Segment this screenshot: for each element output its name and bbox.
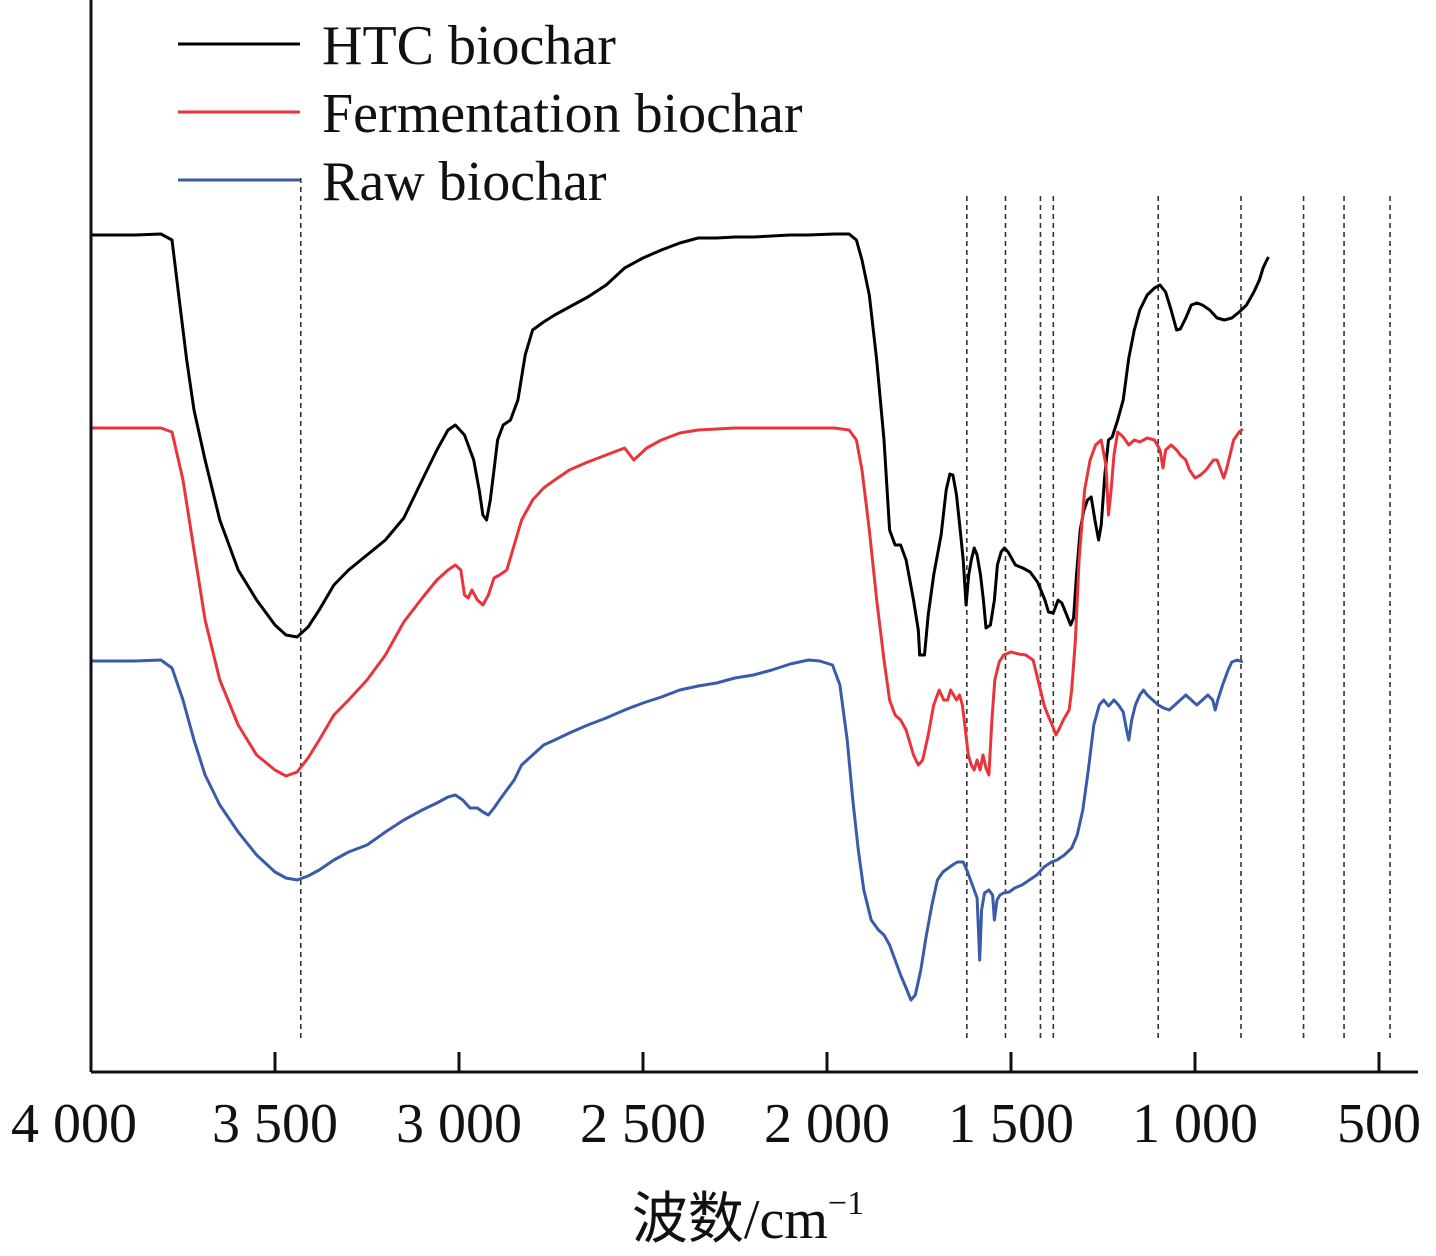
x-tick-label: 3 500 <box>212 1093 338 1155</box>
x-tick-label: 3 000 <box>396 1093 522 1155</box>
x-tick-label: 500 <box>1337 1093 1421 1155</box>
x-axis-title-text: 波数/cm <box>632 1189 828 1251</box>
reference-lines <box>299 178 1391 1040</box>
x-tick-label: 1 500 <box>948 1093 1074 1155</box>
series-line-htc-biochar <box>91 232 1270 657</box>
x-tick-label: 4 000 <box>11 1093 137 1155</box>
legend-label: Raw biochar <box>322 151 607 213</box>
x-tick-label: 2 500 <box>580 1093 706 1155</box>
legend-label: HTC biochar <box>322 15 616 77</box>
series-lines <box>91 232 1270 1002</box>
x-tick-label: 2 000 <box>764 1093 890 1155</box>
legend-label: Fermentation biochar <box>322 83 803 145</box>
series-line-fermentation-biochar <box>91 426 1244 778</box>
x-tick-label: 1 000 <box>1132 1093 1258 1155</box>
x-axis-title: 波数/cm−1 <box>632 1185 864 1251</box>
series-line-raw-biochar <box>91 658 1244 1002</box>
x-axis-title-superscript: −1 <box>828 1185 864 1222</box>
x-ticks: 4 000 3 500 3 000 2 500 2 000 1 500 1 000 500 <box>11 1052 1421 1155</box>
